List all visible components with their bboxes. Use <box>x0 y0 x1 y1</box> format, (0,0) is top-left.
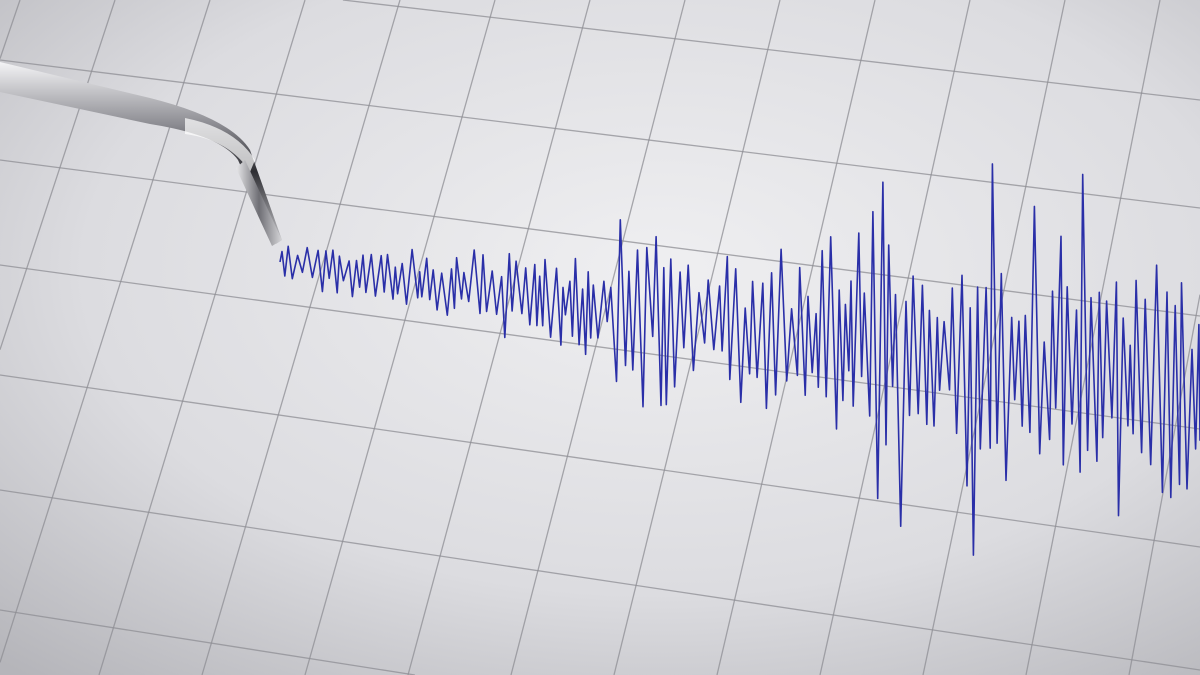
grid-line-horizontal <box>342 0 1200 101</box>
seismograph-stylus-icon <box>0 62 282 246</box>
grid-line-vertical <box>201 0 401 675</box>
grid-line-vertical <box>304 0 496 675</box>
grid-line-horizontal <box>0 264 1200 430</box>
grid-line-vertical <box>613 0 781 675</box>
grid-line-horizontal <box>0 374 1200 548</box>
grid-line-vertical <box>98 0 306 675</box>
grid-line-horizontal <box>0 59 1200 209</box>
seismic-trace <box>279 163 1200 556</box>
grid-line-vertical <box>407 0 591 675</box>
grid-line-vertical <box>1128 294 1200 675</box>
grid-line-vertical <box>0 0 21 59</box>
grid-line-vertical <box>716 0 876 675</box>
grid-line-vertical <box>0 0 116 350</box>
grid-line-horizontal <box>0 609 416 675</box>
grid-line-vertical <box>922 0 1066 675</box>
grid-line-horizontal <box>0 159 1200 317</box>
grid-line-vertical <box>819 0 971 675</box>
grid-line-horizontal <box>0 489 1200 671</box>
